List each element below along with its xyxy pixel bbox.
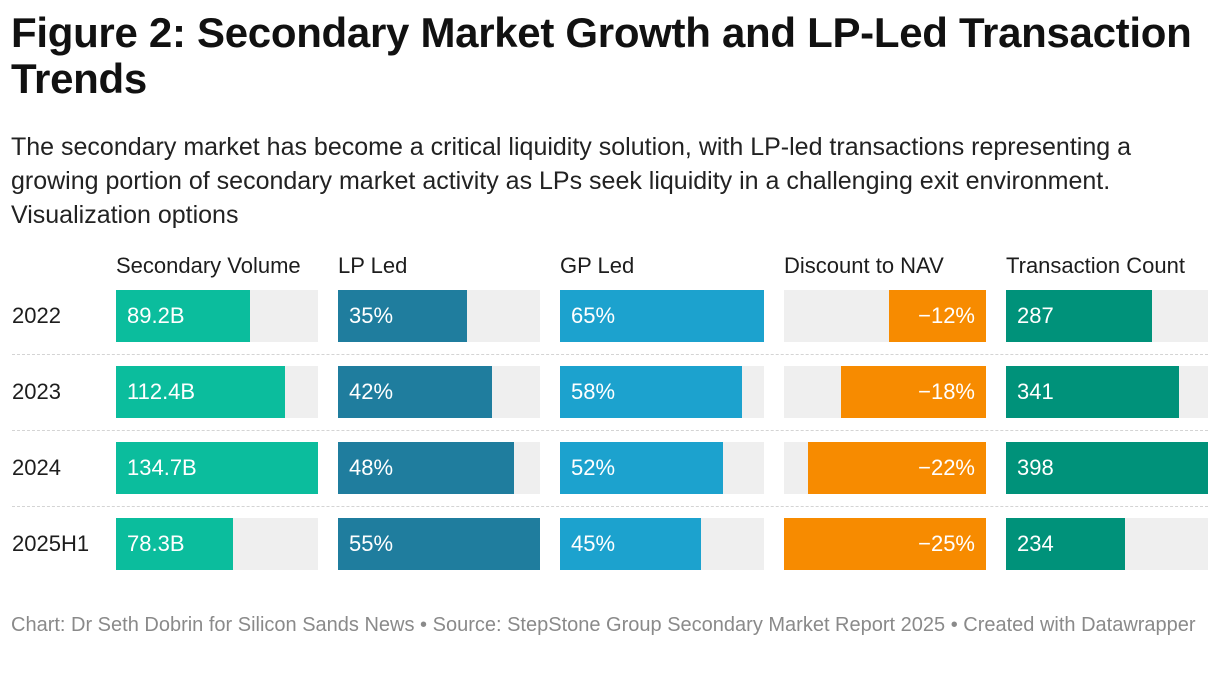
bar-track: −25% [784,518,986,570]
data-label: 78.3B [127,531,185,556]
data-label: 134.7B [127,455,197,480]
bar [338,290,467,342]
bar [338,518,540,570]
bar [1006,518,1125,570]
row-separator [12,506,1208,507]
data-label: 45% [571,531,616,556]
data-label: 58% [571,379,616,404]
bar-track: 234 [1006,518,1208,570]
column-header: LP Led [338,253,408,278]
bar [889,290,986,342]
bar-track: 48% [338,442,540,494]
data-label: 65% [571,303,616,328]
bar-track: 42% [338,366,540,418]
data-label: 398 [1017,455,1054,480]
bar-track: 134.7B [116,442,318,494]
bar-track: 55% [338,518,540,570]
bar [560,290,764,342]
data-label: −25% [918,531,975,556]
bar-track: 398 [1006,442,1208,494]
row-label: 2024 [12,455,61,480]
bar [1006,290,1152,342]
chart-footer: Chart: Dr Seth Dobrin for Silicon Sands … [11,614,1196,636]
data-label: −18% [918,379,975,404]
row-label: 2025H1 [12,531,90,556]
bar [808,442,986,494]
bar [116,518,233,570]
bar-track: 52% [560,442,764,494]
bar [560,442,723,494]
bar [338,366,492,418]
bar [1006,442,1208,494]
data-label: 112.4B [127,379,196,404]
data-label: −12% [918,303,975,328]
bar [1006,366,1179,418]
bar-track: 78.3B [116,518,318,570]
bar [784,518,986,570]
bar [560,518,701,570]
data-label: 48% [349,455,394,480]
bar-track: 341 [1006,366,1208,418]
chart-title: Figure 2: Secondary Market Growth and LP… [11,9,1192,102]
data-label: 89.2B [127,303,185,328]
row-label: 2022 [12,303,61,328]
data-label: 287 [1017,303,1054,328]
bar [338,442,514,494]
column-header: GP Led [560,253,635,278]
bar-track: −12% [784,290,986,342]
bar-track: −22% [784,442,986,494]
column-header: Secondary Volume [116,253,301,278]
column-header: Discount to NAV [784,253,944,278]
bar-track: 112.4B [116,366,318,418]
data-label: 35% [349,303,394,328]
bar [116,290,250,342]
row-separator [12,354,1208,355]
row-label: 2023 [12,379,61,404]
bar-track: 58% [560,366,764,418]
bar-track: −18% [784,366,986,418]
bar-track: 287 [1006,290,1208,342]
data-label: 55% [349,531,394,556]
bar [841,366,986,418]
bar [116,442,318,494]
bar [560,366,742,418]
chart-subtitle: The secondary market has become a critic… [11,133,1131,229]
bar [116,366,285,418]
column-header: Transaction Count [1006,253,1185,278]
data-label: 52% [571,455,616,480]
data-label: 234 [1017,531,1054,556]
row-separator [12,430,1208,431]
data-label: 42% [349,379,394,404]
data-label: 341 [1017,379,1054,404]
bar-track: 35% [338,290,540,342]
bar-track: 45% [560,518,764,570]
bar-track: 65% [560,290,764,342]
bar-track: 89.2B [116,290,318,342]
data-label: −22% [918,455,975,480]
